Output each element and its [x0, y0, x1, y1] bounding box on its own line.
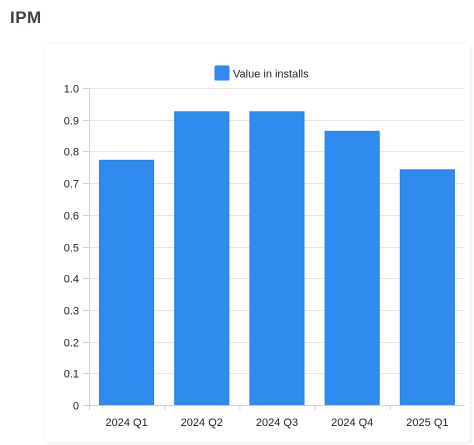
y-tick-label: 0.5	[64, 243, 79, 255]
y-tick-label: 0.1	[64, 369, 79, 381]
bar[interactable]	[249, 111, 305, 406]
legend-label[interactable]: Value in installs	[233, 69, 309, 81]
x-tick-label: 2024 Q4	[331, 417, 373, 429]
bar[interactable]	[399, 169, 455, 406]
axes: 0 0.1 0.2 0.3 0.4 0.5 0.6 0.7 0.8 0.9 1.0 2024 Q1 20…	[64, 84, 465, 429]
x-tick-label: 2024 Q2	[181, 417, 223, 429]
bar[interactable]	[99, 159, 155, 406]
bars	[99, 111, 455, 406]
y-tick-label: 0	[73, 401, 79, 413]
y-tick-label: 1.0	[64, 84, 79, 96]
legend-swatch[interactable]	[214, 65, 230, 81]
x-tick-label: 2025 Q1	[406, 417, 448, 429]
y-tick-label: 0.8	[64, 147, 79, 159]
y-tick-label: 0.9	[64, 116, 79, 128]
y-tick-label: 0.3	[64, 306, 79, 318]
x-tick-label: 2024 Q3	[256, 417, 298, 429]
legend[interactable]: Value in installs	[214, 65, 309, 81]
y-tick-label: 0.7	[64, 179, 79, 191]
page-title: IPM	[10, 8, 42, 27]
bar[interactable]	[324, 130, 380, 406]
y-tick-label: 0.6	[64, 211, 79, 223]
y-tick-label: 0.4	[64, 274, 79, 286]
y-tick-label: 0.2	[64, 338, 79, 350]
x-tick-label: 2024 Q1	[105, 417, 147, 429]
bar[interactable]	[174, 111, 230, 406]
